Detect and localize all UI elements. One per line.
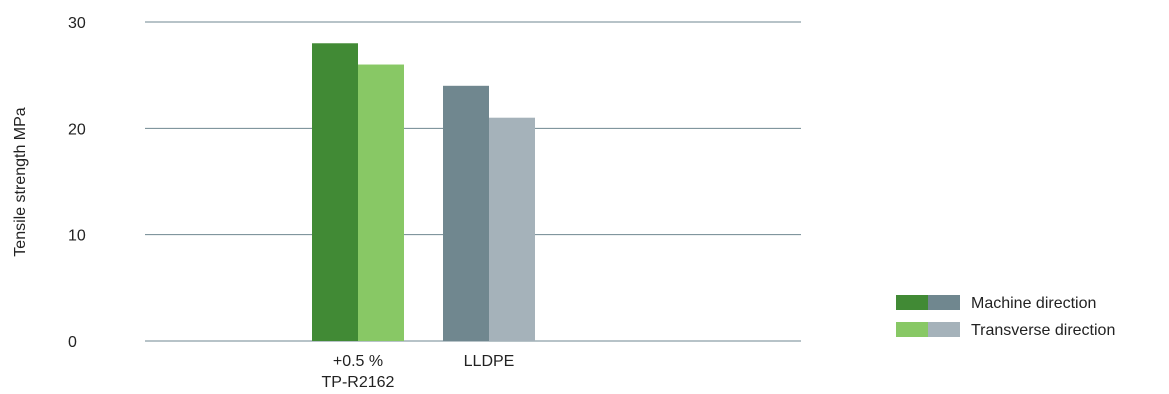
bar-1-1 <box>489 117 535 341</box>
y-tick-label: 30 <box>68 15 86 32</box>
y-tick-label: 20 <box>68 121 86 138</box>
bar-0-0 <box>312 43 358 342</box>
bars <box>312 43 535 342</box>
legend-label: Transverse direction <box>971 322 1115 339</box>
legend: Machine direction Transverse direction <box>896 295 1115 339</box>
category-label: +0.5 % <box>333 353 383 370</box>
y-axis-ticks: 0 10 20 30 <box>68 15 86 351</box>
y-tick-label: 10 <box>68 228 86 245</box>
bar-1-0 <box>443 85 489 341</box>
category-label: LLDPE <box>464 353 515 370</box>
legend-swatch <box>896 322 928 337</box>
legend-swatch <box>928 322 960 337</box>
legend-swatch <box>928 295 960 310</box>
category-labels: +0.5 % TP-R2162 LLDPE <box>322 353 515 391</box>
bar-0-1 <box>358 64 404 342</box>
y-tick-label: 0 <box>68 334 77 351</box>
legend-label: Machine direction <box>971 295 1096 312</box>
legend-swatch <box>896 295 928 310</box>
y-axis-title: Tensile strength MPa <box>12 107 29 257</box>
category-label: TP-R2162 <box>322 374 395 391</box>
